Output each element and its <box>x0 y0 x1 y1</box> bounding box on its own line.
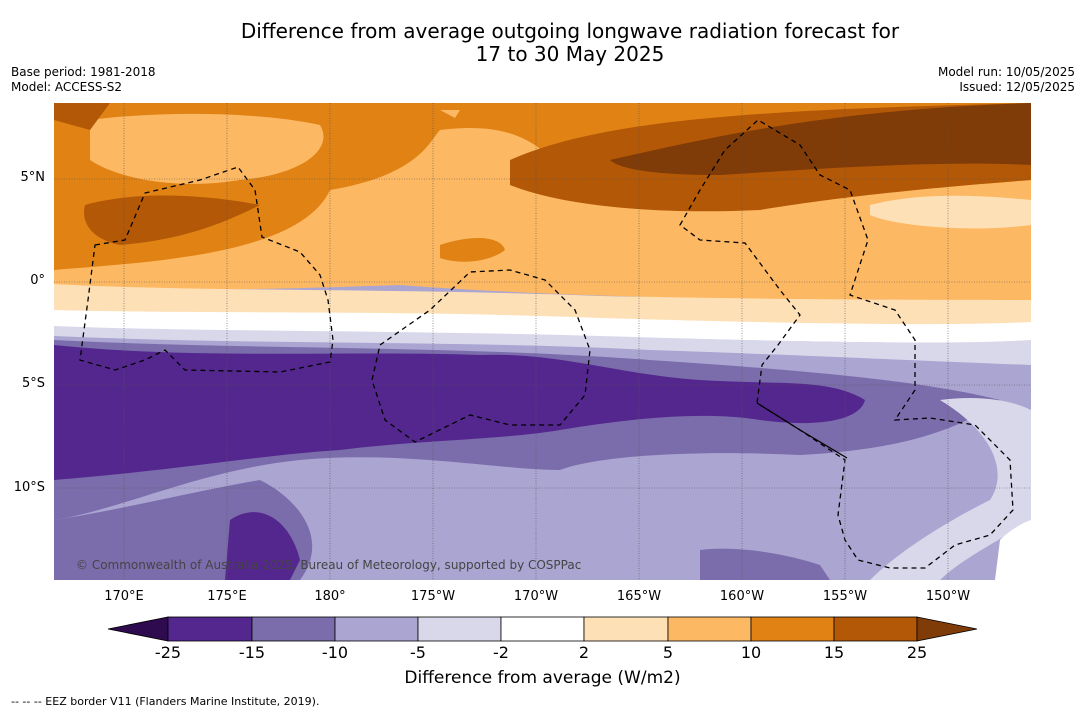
colorbar-bin <box>334 616 419 642</box>
colorbar-label: -2 <box>493 643 509 662</box>
base-period: Base period: 1981-2018 <box>11 65 156 79</box>
colorbar <box>107 616 978 642</box>
map-title: Difference from average outgoing longwav… <box>0 20 1085 66</box>
colorbar-bin <box>167 616 253 642</box>
colorbar-bin <box>417 616 502 642</box>
colorbar-label: -25 <box>154 643 182 662</box>
lon-tick-label: 180° <box>314 589 346 604</box>
meta-right: Model run: 10/05/2025 Issued: 12/05/2025 <box>938 65 1075 95</box>
colorbar-title: Difference from average (W/m2) <box>404 668 681 688</box>
lat-tick-label: 10°S <box>13 480 45 495</box>
lon-tick-label: 150°W <box>925 589 971 604</box>
eez-legend-note: -- -- -- EEZ border V11 (Flanders Marine… <box>11 695 320 708</box>
model-name: Model: ACCESS-S2 <box>11 80 123 94</box>
lon-tick-label: 160°W <box>719 589 765 604</box>
title-line-2: 17 to 30 May 2025 <box>475 42 665 66</box>
colorbar-label: 2 <box>578 643 590 662</box>
map-gridlines <box>54 103 1031 580</box>
colorbar-bin <box>750 616 835 642</box>
colorbar-label: -10 <box>321 643 349 662</box>
colorbar-bin <box>833 616 918 642</box>
model-run: Model run: 10/05/2025 <box>937 65 1075 79</box>
lon-tick-label: 170°E <box>104 589 144 604</box>
copyright-notice: © Commonwealth of Australia 2025, Bureau… <box>76 558 582 572</box>
title-line-1: Difference from average outgoing longwav… <box>240 19 900 43</box>
colorbar-label: 5 <box>662 643 674 662</box>
lon-tick-label: 175°W <box>410 589 456 604</box>
meta-left: Base period: 1981-2018 Model: ACCESS-S2 <box>11 65 156 95</box>
lon-tick-label: 165°W <box>616 589 662 604</box>
colorbar-label: -15 <box>238 643 266 662</box>
eez-borders <box>79 119 1014 569</box>
colorbar-over-arrow <box>916 616 978 642</box>
colorbar-under-arrow <box>107 616 169 642</box>
lon-tick-label: 170°W <box>513 589 559 604</box>
issued-date: Issued: 12/05/2025 <box>959 80 1075 94</box>
lat-tick-label: 5°S <box>21 376 45 391</box>
colorbar-label: -5 <box>410 643 426 662</box>
colorbar-bin <box>500 616 585 642</box>
colorbar-label: 25 <box>906 643 928 662</box>
colorbar-bin <box>667 616 752 642</box>
olr-anomaly-field <box>54 103 1031 580</box>
eez-solid-segment <box>756 402 848 459</box>
colorbar-bin <box>583 616 669 642</box>
colorbar-label: 10 <box>740 643 762 662</box>
colorbar-bin <box>251 616 336 642</box>
lon-tick-label: 175°E <box>207 589 247 604</box>
lon-tick-label: 155°W <box>822 589 868 604</box>
lat-tick-label: 5°N <box>20 170 46 185</box>
colorbar-label: 15 <box>823 643 845 662</box>
lat-tick-label: 0° <box>30 273 45 288</box>
